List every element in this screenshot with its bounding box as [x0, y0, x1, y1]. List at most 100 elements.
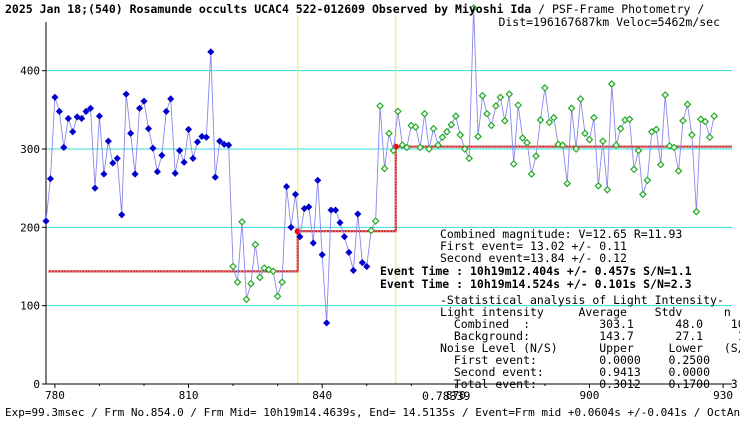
model-curve — [48, 143, 732, 273]
data-point — [518, 134, 527, 142]
data-point — [456, 131, 465, 139]
data-point — [140, 97, 148, 105]
info-panel: Combined magnitude: V=12.65 R=11.93 Firs… — [380, 227, 740, 403]
stats-combined: Combined : 303.1 48.0 106 — [440, 317, 740, 331]
data-point — [434, 141, 442, 149]
x-tick-label: 840 — [312, 389, 332, 402]
data-point — [509, 160, 518, 168]
data-point — [184, 125, 193, 133]
data-point — [701, 117, 710, 126]
data-point — [643, 176, 652, 185]
data-point — [688, 131, 696, 139]
data-point — [198, 132, 206, 141]
data-point — [95, 112, 104, 120]
stats-background: Background: 143.7 27.1 12 — [440, 329, 740, 343]
data-point — [202, 133, 210, 141]
data-point — [176, 147, 184, 155]
grid-layer — [46, 70, 732, 307]
data-point — [527, 170, 536, 178]
data-point — [318, 251, 326, 259]
data-point — [144, 125, 153, 133]
data-point — [469, 4, 478, 12]
data-point — [567, 104, 576, 113]
data-point — [420, 109, 429, 118]
data-point — [363, 262, 371, 271]
data-point — [594, 181, 603, 190]
data-point — [118, 211, 126, 219]
data-point — [46, 175, 55, 183]
model-line-highlight — [48, 146, 732, 272]
data-point — [585, 135, 594, 144]
data-point — [171, 169, 179, 177]
data-point — [532, 152, 540, 160]
data-point — [229, 262, 237, 271]
data-point — [309, 239, 317, 247]
data-point — [460, 145, 469, 153]
data-point — [505, 90, 514, 99]
data-point — [60, 143, 68, 151]
data-point — [639, 190, 647, 199]
data-point — [282, 183, 291, 191]
data-point — [86, 104, 95, 112]
data-point — [358, 259, 366, 267]
data-point — [429, 124, 438, 133]
data-point — [287, 223, 295, 231]
data-point — [216, 137, 224, 145]
data-point — [162, 107, 170, 115]
data-point — [273, 292, 282, 301]
data-point — [122, 90, 130, 98]
data-point — [78, 114, 86, 123]
data-point — [541, 84, 549, 92]
data-point — [242, 295, 251, 304]
data-point — [465, 154, 474, 163]
data-point — [411, 123, 420, 131]
data-point — [233, 278, 242, 287]
data-point — [598, 137, 607, 146]
data-point — [269, 267, 278, 276]
data-point — [402, 143, 411, 152]
data-point — [64, 114, 72, 123]
data-point — [536, 116, 545, 124]
data-point — [82, 107, 90, 115]
x-tick-label: 930 — [713, 389, 733, 402]
data-point — [51, 93, 59, 101]
stats-title: -Statistical analysis of Light Intensity… — [440, 293, 724, 307]
data-point — [354, 210, 362, 218]
data-point — [443, 127, 451, 136]
data-point — [100, 170, 108, 178]
data-point — [127, 129, 135, 137]
data-point — [255, 273, 264, 282]
data-point — [474, 132, 482, 141]
data-point — [679, 116, 687, 125]
data-point — [225, 141, 233, 149]
y-tick-label: 400 — [20, 65, 40, 78]
data-point — [558, 141, 567, 149]
event-time-2: Event Time : 10h19m14.524s +/- 0.101s S/… — [380, 277, 692, 291]
data-point — [349, 266, 357, 274]
data-point — [389, 146, 398, 155]
stats-header: Light intensity Average Stdv n — [440, 305, 731, 319]
data-point — [692, 207, 701, 216]
data-point — [496, 93, 505, 102]
data-point — [447, 120, 456, 129]
corner-value: 0.78339 — [422, 389, 471, 403]
data-point — [42, 217, 50, 225]
event-time-1: Event Time : 10h19m12.404s +/- 0.457s S/… — [380, 264, 692, 278]
data-point — [380, 164, 389, 173]
data-point — [394, 107, 402, 116]
data-point — [336, 219, 344, 227]
data-point — [652, 125, 661, 134]
data-point — [376, 102, 384, 110]
chart-title: 2025 Jan 18;(540) Rosamunde occults UCAC… — [5, 2, 704, 16]
data-point — [367, 226, 376, 235]
noise-first: First event: 0.0000 0.2500 — [440, 353, 710, 367]
data-point — [296, 233, 304, 241]
data-point — [158, 151, 166, 159]
data-point — [314, 176, 322, 184]
data-point — [167, 95, 175, 103]
data-point — [305, 203, 313, 211]
y-tick-label: 100 — [20, 300, 40, 313]
data-point — [291, 190, 300, 198]
data-point — [131, 170, 139, 178]
